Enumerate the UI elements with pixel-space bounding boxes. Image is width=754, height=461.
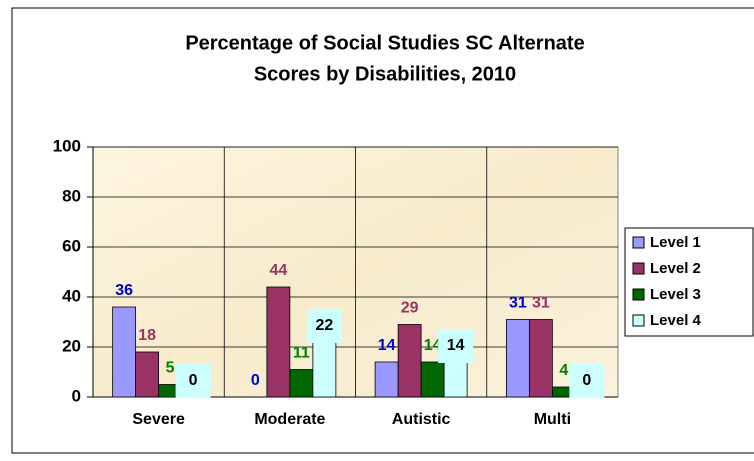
bar (135, 351, 160, 398)
data-label: 0 (251, 372, 260, 389)
data-label-background (569, 364, 605, 398)
bar (266, 286, 291, 398)
data-label-background (438, 329, 474, 363)
legend-label: Level 3 (650, 286, 701, 303)
data-label: 31 (509, 295, 527, 312)
y-tick-label: 40 (62, 286, 81, 305)
y-tick-label: 60 (62, 236, 81, 255)
y-tick-label: 80 (62, 186, 81, 205)
bar (374, 361, 399, 398)
legend-swatch (632, 314, 645, 327)
bar (443, 361, 468, 398)
bar (505, 319, 530, 398)
legend-label: Level 4 (650, 312, 702, 329)
x-tick-label: Multi (534, 411, 571, 428)
data-label: 0 (189, 372, 198, 389)
bar (420, 361, 445, 398)
data-label-background (306, 309, 342, 343)
bar (397, 324, 422, 398)
data-label: 0 (582, 372, 591, 389)
legend (624, 227, 754, 337)
data-label: 29 (401, 300, 419, 317)
data-label: 36 (115, 282, 133, 299)
x-tick-label: Moderate (254, 411, 325, 428)
data-label: 44 (269, 262, 287, 279)
data-label: 14 (424, 337, 442, 354)
data-label: 22 (315, 317, 333, 334)
x-tick-label: Severe (132, 411, 185, 428)
legend-swatch (632, 236, 645, 249)
data-label: 4 (559, 362, 568, 379)
data-label-background (175, 364, 211, 398)
data-label: 14 (447, 337, 465, 354)
data-label: 18 (138, 327, 156, 344)
chart-title: Percentage of Social Studies SC Alternat… (185, 32, 584, 54)
y-tick-label: 0 (72, 386, 81, 405)
data-label: 31 (532, 295, 550, 312)
chart-title: Scores by Disabilities, 2010 (254, 63, 516, 85)
x-tick-label: Autistic (392, 411, 451, 428)
data-label: 14 (378, 337, 396, 354)
legend-swatch (632, 288, 645, 301)
legend-label: Level 1 (650, 234, 701, 251)
y-tick-label: 100 (53, 136, 81, 155)
y-tick-label: 20 (62, 336, 81, 355)
bar (312, 341, 337, 398)
bar (289, 369, 314, 398)
data-label: 11 (293, 345, 310, 362)
legend-label: Level 2 (650, 260, 701, 277)
bar (112, 306, 137, 398)
legend-swatch (632, 262, 645, 275)
data-label: 5 (166, 360, 175, 377)
bar (528, 319, 553, 398)
